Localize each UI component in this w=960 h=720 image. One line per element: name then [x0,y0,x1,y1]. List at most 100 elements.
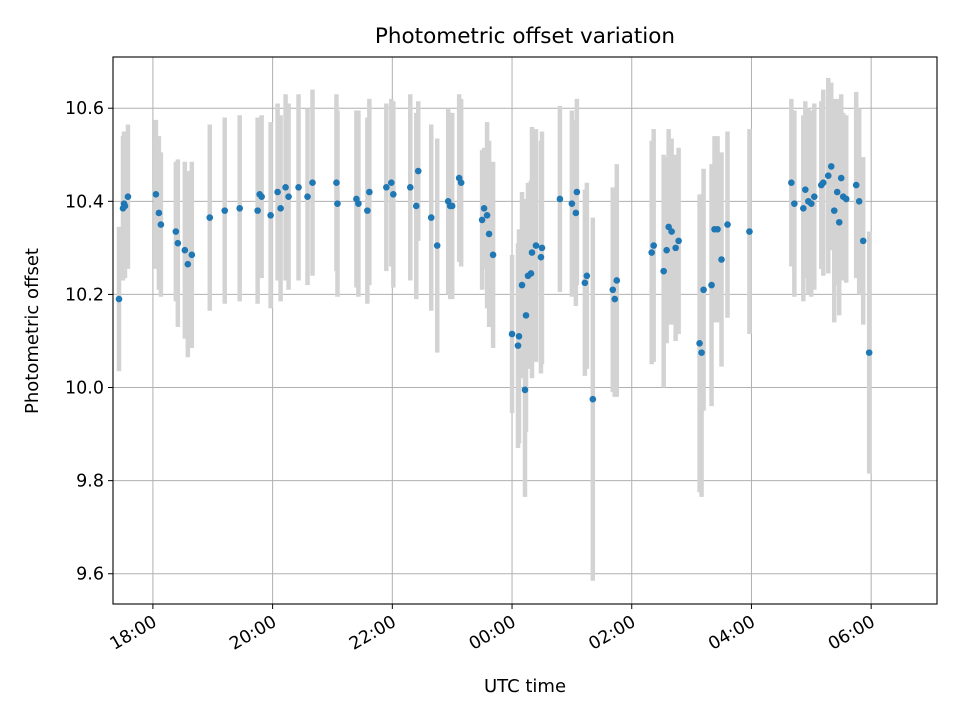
y-tick-label: 9.6 [76,565,104,585]
data-point [157,221,165,228]
data-point [152,191,160,198]
data-point [532,242,540,249]
data-point [388,179,395,186]
y-tick-label: 10.4 [65,192,104,212]
data-point [508,330,516,338]
data-point [611,295,619,303]
data-point [613,277,621,284]
data-point [254,207,261,214]
data-point [277,204,284,212]
data-point [483,211,491,219]
data-point [556,195,564,203]
data-point [583,272,591,280]
y-axis-ticks: 9.6 9.8 10.0 10.2 10.4 10.6 [65,99,113,585]
data-point [522,312,530,319]
data-point [609,286,617,294]
data-point [708,281,715,289]
data-point [390,191,397,198]
data-point [181,246,189,254]
data-point [696,340,703,347]
data-point [267,211,274,219]
data-point [589,395,597,403]
data-point [660,267,667,275]
data-point [334,200,341,207]
data-point [833,188,841,196]
data-point [650,242,657,249]
data-points [115,163,873,403]
data-point [295,184,302,191]
data-point [819,179,827,186]
data-point [333,179,340,186]
data-point [412,202,420,210]
data-point [414,167,422,175]
data-point [478,216,486,224]
data-point [121,202,129,210]
plot-area-frame [112,56,938,605]
data-point [304,193,311,200]
data-point [663,246,670,254]
data-point [433,242,441,249]
data-point [581,279,589,287]
data-point [448,202,456,210]
data-point [791,200,798,207]
data-point [824,172,832,180]
data-point [457,179,465,186]
data-point [852,181,860,189]
data-point [383,184,390,191]
data-point [808,200,815,207]
data-point [700,286,707,294]
data-point [802,186,809,193]
x-axis-label: UTC time [484,676,566,697]
y-tick-label: 10.2 [65,285,104,305]
data-point [174,239,182,247]
data-point [528,249,536,256]
data-point [827,163,835,170]
data-point [155,209,163,217]
data-point [842,195,850,203]
data-point [406,184,414,191]
data-point [573,188,581,196]
data-point [675,237,682,245]
data-point [537,253,545,261]
data-point [172,228,180,235]
data-point [366,188,373,196]
data-point [221,207,229,214]
data-point [188,251,196,259]
data-point [788,179,795,186]
data-point [184,260,192,268]
data-point [837,174,845,182]
y-tick-label: 10.6 [65,99,104,119]
data-point [115,295,123,303]
data-point [124,193,132,200]
data-point [521,386,529,394]
data-point [427,214,435,221]
data-point [668,228,675,235]
data-point [480,204,488,212]
data-point [855,198,863,205]
data-point [800,204,807,212]
data-point [485,230,493,238]
data-point [355,200,362,207]
data-point [714,225,721,233]
data-point [282,184,289,191]
data-point [830,207,838,214]
data-point [810,193,818,200]
y-tick-label: 9.8 [76,472,104,492]
data-point [568,200,576,207]
data-point [672,244,679,252]
data-point [698,349,705,356]
data-point [258,193,265,200]
data-point [364,207,371,214]
data-point [835,218,843,226]
data-point [309,179,316,186]
data-point [746,228,753,235]
data-point [206,214,214,221]
data-point [859,237,867,245]
data-point [718,256,725,263]
data-point [538,244,546,252]
data-point [865,349,873,356]
y-tick-label: 10.0 [65,379,104,399]
data-point [515,333,523,340]
